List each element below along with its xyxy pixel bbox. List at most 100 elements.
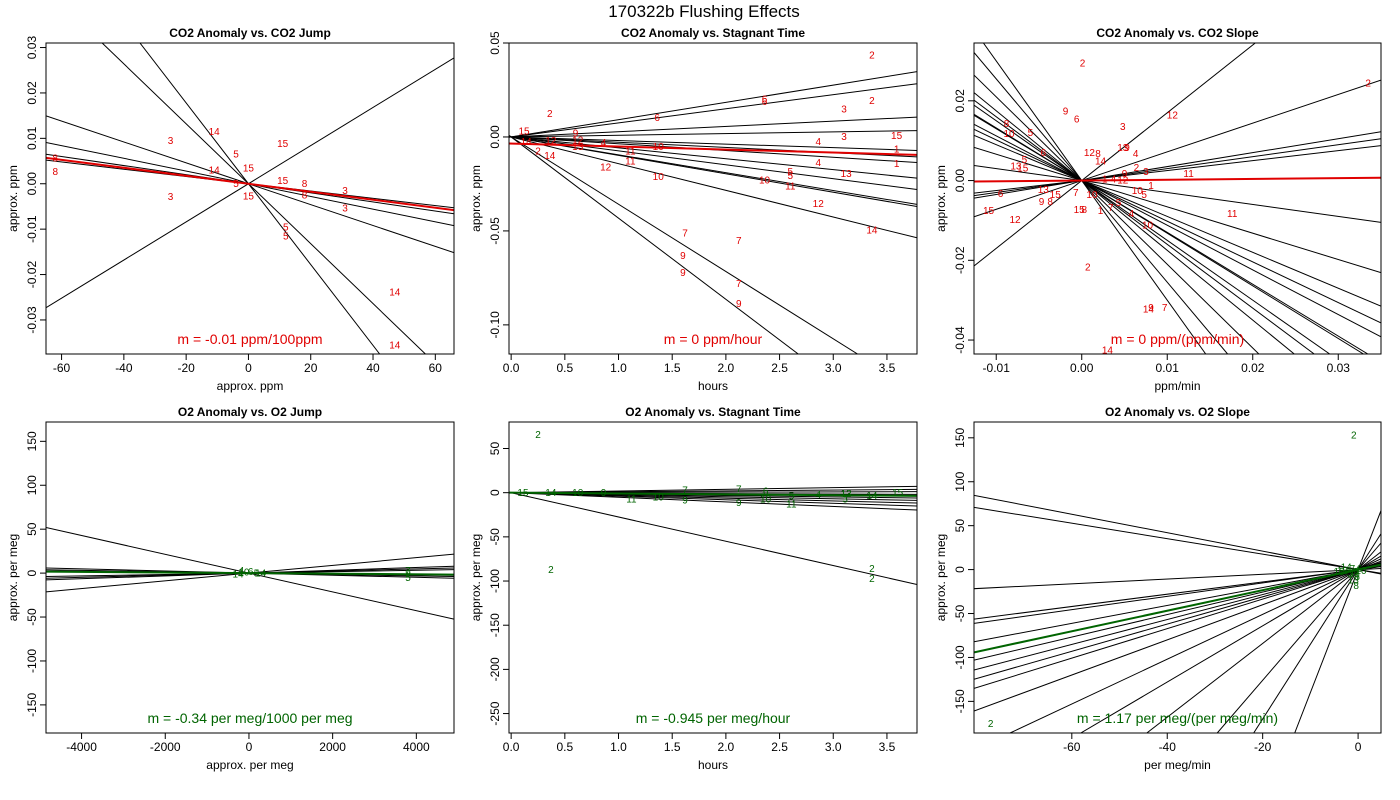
y-tick-label: -0.03 — [25, 306, 39, 334]
data-point-label: 4 — [601, 138, 607, 149]
data-point-label: 12 — [1117, 175, 1129, 186]
data-point-label: 5 — [1347, 569, 1353, 580]
y-tick-label: 0.00 — [488, 125, 502, 149]
data-point-label: 2 — [1134, 163, 1140, 174]
data-point-label: 14 — [544, 151, 556, 162]
data-point-label: 15 — [1017, 163, 1029, 174]
x-tick-label: 2.0 — [718, 740, 735, 754]
data-point-label: 9 — [601, 488, 607, 499]
regression-line — [974, 113, 1364, 354]
data-point-label: 4 — [1133, 149, 1139, 160]
data-point-label: 4 — [239, 566, 245, 577]
regression-line — [1146, 551, 1381, 733]
data-point-label: 8 — [53, 167, 59, 178]
regression-lines — [509, 485, 917, 586]
data-point-label: 9 — [736, 299, 742, 310]
x-tick-label: 0 — [246, 740, 253, 754]
data-point-label: 8 — [1082, 205, 1088, 216]
regression-line — [509, 136, 917, 208]
data-point-label: 7 — [682, 486, 688, 497]
data-point-label: 7 — [736, 485, 742, 496]
y-tick-label: -100 — [953, 645, 967, 669]
slope-annotation: m = -0.945 per meg/hour — [636, 710, 791, 726]
regression-lines — [509, 71, 917, 354]
y-tick-label: 0.02 — [953, 89, 967, 113]
y-axis-label: approx. ppm — [934, 165, 948, 232]
y-tick-label: 150 — [953, 427, 967, 447]
slope-annotation: m = -0.34 per meg/1000 per meg — [147, 710, 352, 726]
data-point-label: 8 — [1353, 581, 1359, 592]
data-point-label: 5 — [789, 492, 795, 503]
plot-frame — [973, 421, 1382, 734]
x-tick-label: 0.03 — [1327, 361, 1351, 375]
y-tick-label: -0.02 — [953, 246, 967, 274]
data-point-label: 9 — [1063, 106, 1069, 117]
fit-line — [974, 563, 1381, 654]
plot-frame — [508, 42, 918, 355]
y-axis: -0.04 -0.02 0.00 0.02 approx. ppm — [934, 89, 974, 354]
x-tick-label: -40 — [115, 361, 133, 375]
x-tick-label: -0.01 — [983, 361, 1011, 375]
x-tick-label: 0.0 — [503, 361, 520, 375]
data-point-label: 8 — [1004, 119, 1010, 130]
x-tick-label: 1.5 — [664, 361, 681, 375]
x-tick-label: 1.0 — [610, 740, 627, 754]
data-point-label: 7 — [405, 566, 411, 577]
y-tick-label: 0 — [953, 566, 967, 573]
data-point-label: 14 — [1102, 346, 1114, 357]
data-point-label: 2 — [869, 564, 875, 575]
data-point-label: 14 — [545, 488, 557, 499]
x-tick-label: -20 — [1254, 740, 1272, 754]
y-tick-label: -100 — [488, 569, 502, 593]
data-point-label: 11 — [1227, 209, 1238, 220]
data-point-label: 5 — [788, 167, 794, 178]
data-point-label: 12 — [1084, 148, 1096, 159]
y-tick-label: 100 — [25, 475, 39, 495]
plot-frame — [508, 421, 918, 734]
x-axis-label: approx. ppm — [217, 379, 284, 393]
regression-line — [974, 506, 1381, 574]
regression-line — [974, 138, 1381, 197]
data-point-label: 15 — [983, 206, 995, 217]
data-point-label: 9 — [1148, 303, 1154, 314]
y-tick-label: -50 — [25, 608, 39, 626]
data-point-label: 10 — [1142, 221, 1154, 232]
y-tick-label: 0.00 — [25, 172, 39, 196]
data-point-label: 14 — [209, 166, 221, 177]
x-axis: 0.0 0.5 1.0 1.5 2.0 2.5 3.0 3.5 hours — [503, 354, 896, 393]
regression-line — [509, 135, 917, 239]
data-point-label: 9 — [682, 495, 688, 506]
x-tick-label: 0.01 — [1156, 361, 1180, 375]
regression-line — [974, 104, 1330, 354]
x-tick-label: 40 — [366, 361, 380, 375]
data-point-label: 2 — [547, 109, 553, 120]
data-point-label: 9 — [680, 268, 686, 279]
data-point-label: 4 — [1111, 174, 1117, 185]
data-point-label: 7 — [1162, 303, 1168, 314]
x-axis: -60 -40 -20 0 20 40 60 approx. ppm — [53, 354, 442, 393]
x-tick-label: 3.5 — [879, 361, 896, 375]
data-point-label: 8 — [1047, 197, 1053, 208]
regression-line — [974, 567, 1381, 590]
plot-frame — [973, 42, 1382, 355]
y-tick-label: -150 — [488, 613, 502, 637]
data-point-label: 1 — [894, 145, 900, 156]
regression-line — [974, 563, 1381, 671]
data-point-label: 5 — [1116, 198, 1122, 209]
slope-annotation: m = 0 ppm/(ppm/min) — [1111, 331, 1244, 347]
x-axis: -60 -40 -20 0 per meg/min — [1063, 733, 1362, 772]
data-point-label: 12 — [572, 135, 584, 146]
data-point-label: 14 — [1143, 304, 1155, 315]
data-point-label: 13 — [1038, 185, 1050, 196]
chart-title: O2 Anomaly vs. Stagnant Time — [625, 405, 801, 419]
data-point-label: 2 — [535, 147, 541, 158]
data-point-label: 11 — [626, 494, 637, 505]
data-point-label: 14 — [233, 569, 245, 580]
data-point-label: 13 — [841, 169, 853, 180]
data-point-label: 5 — [254, 569, 260, 580]
data-point-label: 14 — [1095, 157, 1107, 168]
y-tick-label: -0.05 — [488, 217, 502, 245]
